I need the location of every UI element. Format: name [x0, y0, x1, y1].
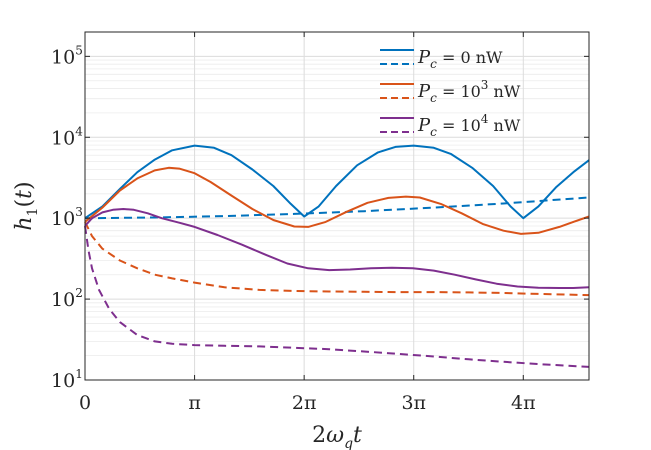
legend-superscript: 4	[481, 112, 489, 126]
legend-label: Pc = 104 nW	[417, 112, 521, 139]
legend-subscript: c	[430, 57, 437, 71]
legend-text: = 0 nW	[437, 48, 503, 67]
x-axis-label: 2ωqt	[312, 423, 362, 450]
y-tick-exponent: 1	[75, 367, 83, 381]
legend-symbol: P	[417, 47, 431, 68]
legend-superscript: 3	[481, 78, 489, 92]
legend-text: = 10	[437, 82, 481, 101]
plot-frame	[84, 31, 590, 381]
series-line-1	[84, 196, 590, 220]
series-line-3	[84, 221, 590, 297]
x-axis-label-subscript: q	[344, 436, 353, 450]
y-tick-exponent: 4	[75, 124, 83, 138]
series-line-4	[84, 208, 590, 289]
x-tick-label: 2π	[292, 392, 317, 414]
series-line-5	[84, 225, 590, 368]
y-axis-label-part: (	[12, 199, 37, 208]
y-axis-label-part: t	[12, 190, 37, 199]
series-lines	[84, 144, 590, 368]
y-tick-exponent: 5	[75, 43, 83, 57]
legend-label: Pc = 0 nW	[417, 47, 503, 71]
legend-subscript: c	[430, 125, 437, 139]
y-tick-exponent: 2	[75, 286, 83, 300]
y-axis-label-subscript: 1	[25, 207, 41, 216]
x-axis-label-part: t	[353, 423, 362, 448]
legend-symbol: P	[417, 81, 431, 102]
x-axis-label-part: ω	[326, 423, 344, 448]
legend-symbol: P	[417, 115, 431, 136]
x-tick-label: 3π	[401, 392, 426, 414]
legend-unit: nW	[488, 116, 520, 135]
series-line-0	[84, 144, 590, 220]
y-axis-label-part: h	[12, 216, 37, 230]
legend-text: = 10	[437, 116, 481, 135]
legend-unit: nW	[488, 82, 520, 101]
x-axis-label-part: 2	[312, 423, 326, 448]
x-tick-label: 4π	[511, 392, 536, 414]
x-tick-label: 0	[79, 392, 91, 414]
legend-label: Pc = 103 nW	[417, 78, 521, 105]
y-tick-exponent: 3	[75, 205, 83, 219]
series-line-2	[84, 166, 590, 235]
y-axis-label: h1(t)	[12, 181, 41, 230]
y-axis-label-part: )	[12, 181, 37, 190]
x-tick-label: π	[188, 392, 201, 414]
legend-subscript: c	[430, 91, 437, 105]
